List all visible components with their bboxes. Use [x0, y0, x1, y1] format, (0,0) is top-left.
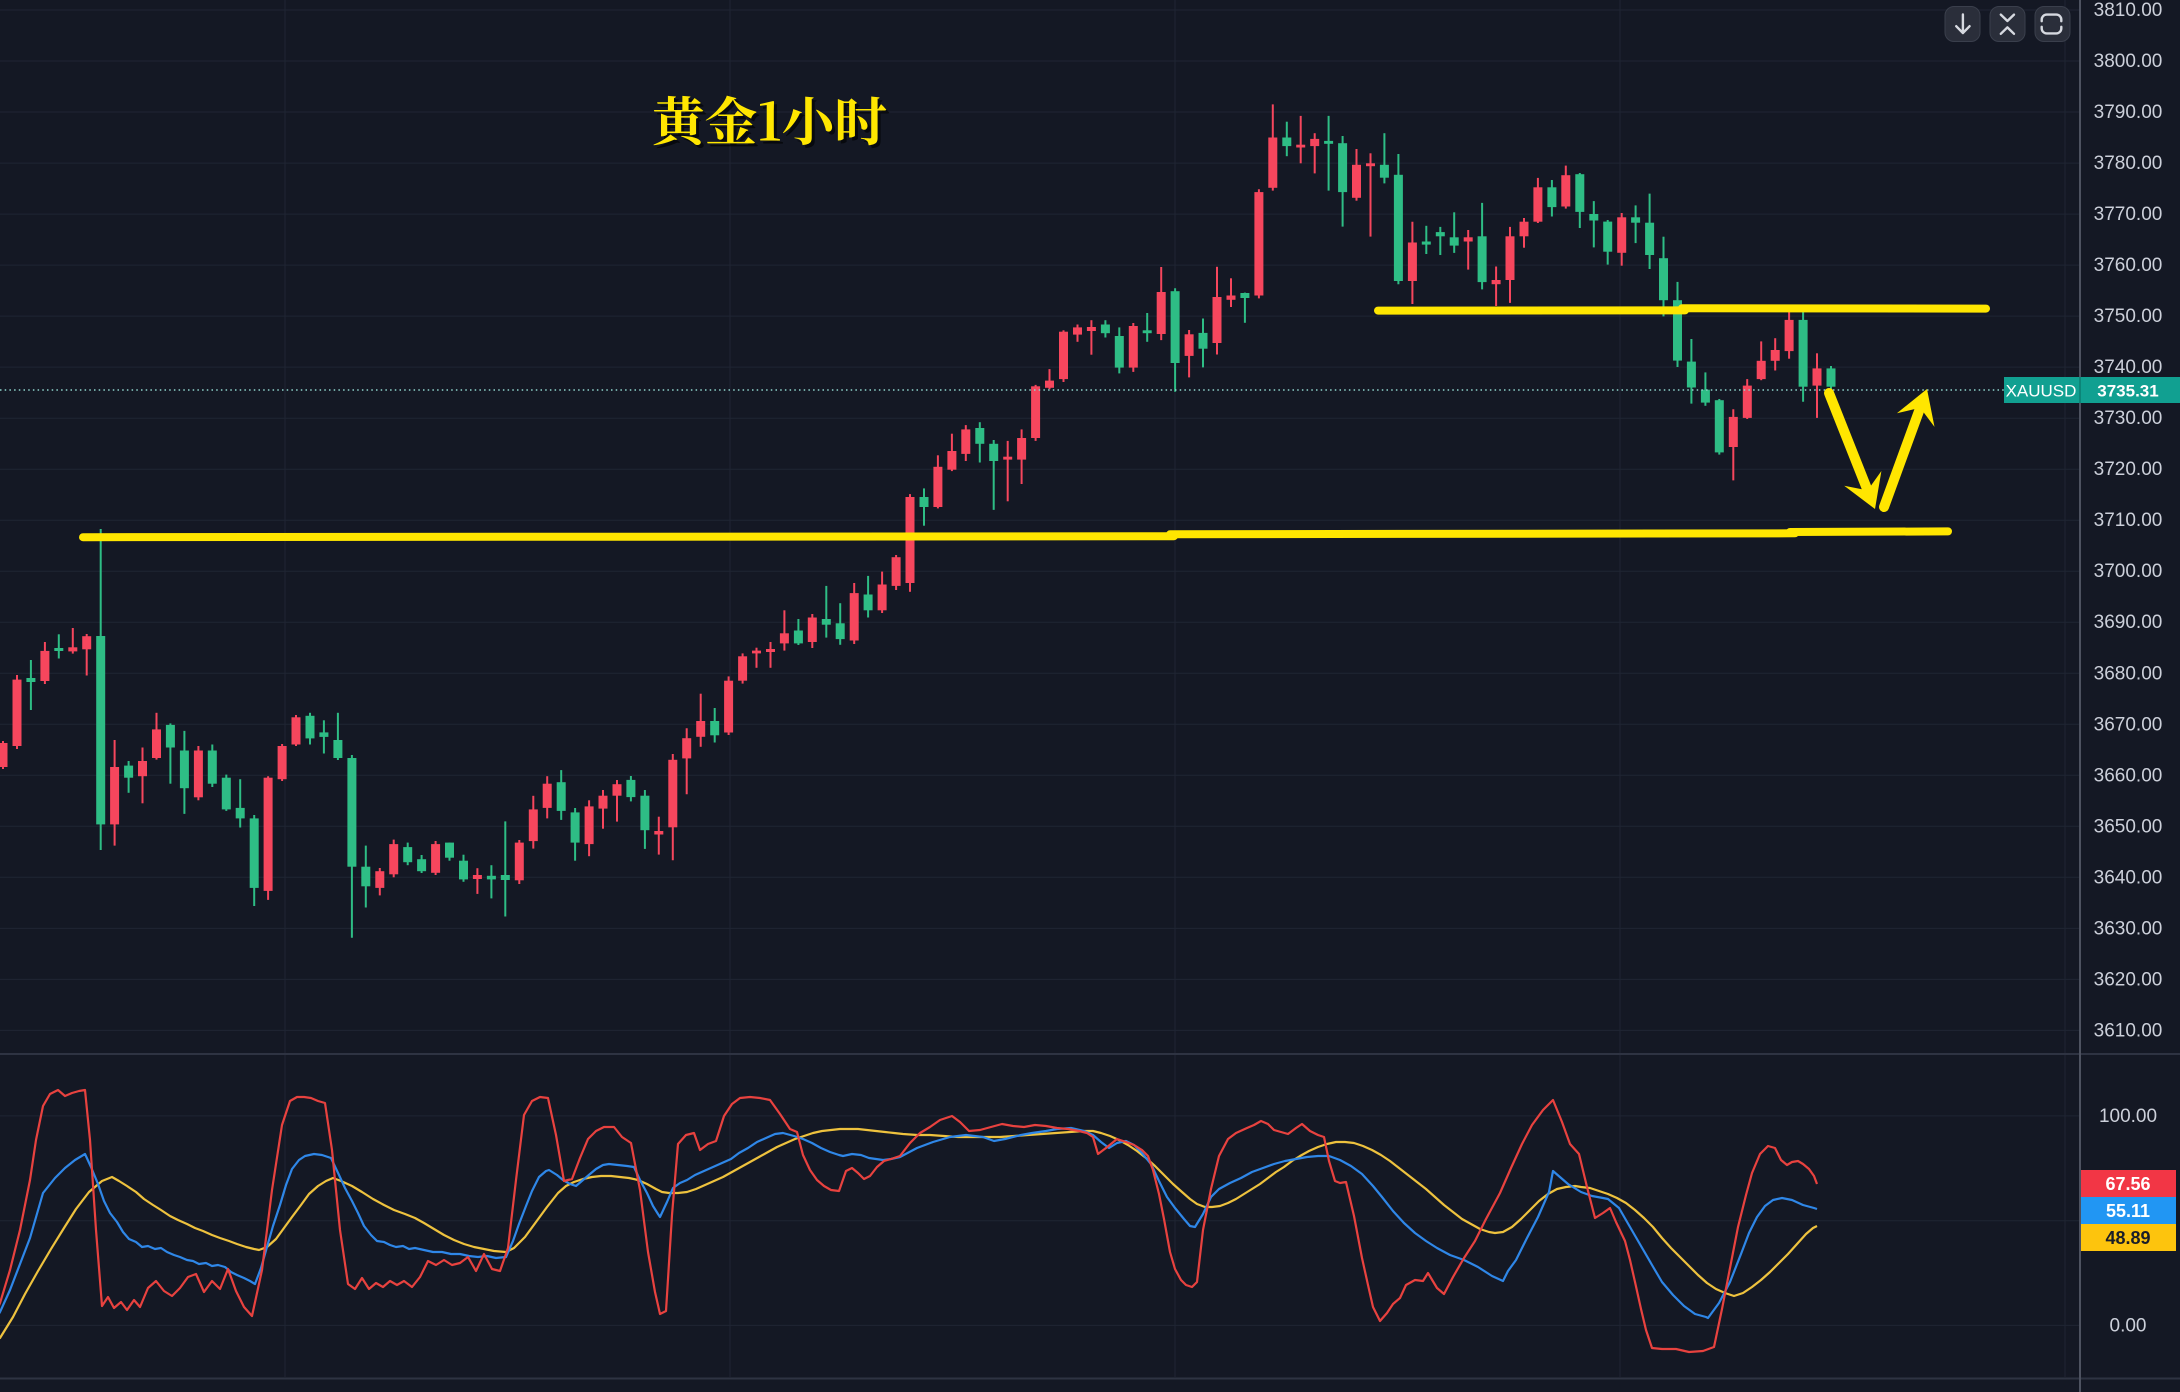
svg-text:3730.00: 3730.00	[2094, 408, 2163, 429]
svg-text:XAUUSD: XAUUSD	[2006, 382, 2077, 401]
svg-text:3770.00: 3770.00	[2094, 204, 2163, 225]
svg-text:3650.00: 3650.00	[2094, 816, 2163, 837]
svg-text:3735.31: 3735.31	[2097, 382, 2158, 401]
svg-text:100.00: 100.00	[2099, 1106, 2157, 1127]
svg-text:3670.00: 3670.00	[2094, 714, 2163, 735]
svg-text:3710.00: 3710.00	[2094, 510, 2163, 531]
svg-text:3780.00: 3780.00	[2094, 153, 2163, 174]
svg-text:55.11: 55.11	[2106, 1201, 2150, 1221]
svg-text:3800.00: 3800.00	[2094, 51, 2163, 72]
svg-text:3740.00: 3740.00	[2094, 357, 2163, 378]
svg-text:48.89: 48.89	[2105, 1228, 2150, 1248]
svg-text:3720.00: 3720.00	[2094, 459, 2163, 480]
svg-text:0.00: 0.00	[2110, 1315, 2147, 1336]
svg-text:3700.00: 3700.00	[2094, 561, 2163, 582]
svg-text:3810.00: 3810.00	[2094, 0, 2163, 21]
svg-text:3750.00: 3750.00	[2094, 306, 2163, 327]
svg-text:3690.00: 3690.00	[2094, 612, 2163, 633]
svg-text:3790.00: 3790.00	[2094, 102, 2163, 123]
svg-text:3630.00: 3630.00	[2094, 918, 2163, 939]
svg-text:3640.00: 3640.00	[2094, 867, 2163, 888]
svg-text:3680.00: 3680.00	[2094, 663, 2163, 684]
svg-text:3760.00: 3760.00	[2094, 255, 2163, 276]
svg-text:3610.00: 3610.00	[2094, 1020, 2163, 1041]
svg-text:3620.00: 3620.00	[2094, 969, 2163, 990]
svg-text:67.56: 67.56	[2105, 1174, 2150, 1194]
svg-text:3660.00: 3660.00	[2094, 765, 2163, 786]
